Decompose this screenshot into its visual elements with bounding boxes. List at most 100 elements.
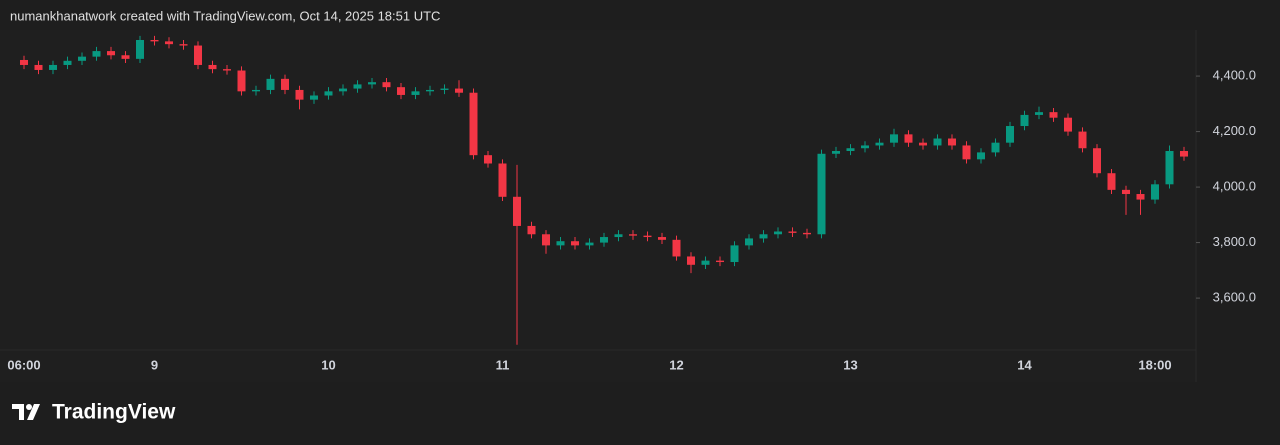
candle-body — [34, 64, 43, 70]
x-tick-label: 18:00 — [1138, 357, 1171, 372]
candle-body — [63, 60, 72, 65]
candle-body — [382, 82, 391, 88]
candle-body — [266, 78, 275, 90]
candle-body — [614, 234, 623, 238]
y-tick-label: 4,200.0 — [1213, 123, 1256, 138]
candle-body — [426, 89, 434, 92]
candle-body — [179, 44, 188, 46]
x-tick-label: 9 — [151, 357, 158, 372]
candle-body — [165, 41, 173, 45]
candle-body — [49, 64, 57, 70]
x-tick-label: 10 — [321, 357, 335, 372]
candle-body — [237, 70, 246, 92]
candle-body — [1151, 184, 1159, 200]
candle-body — [498, 163, 507, 197]
candle-body — [571, 241, 579, 246]
candle-body — [440, 88, 449, 90]
candle-body — [1064, 117, 1072, 132]
candle-body — [962, 145, 971, 160]
candle-body — [527, 225, 536, 235]
candle-body — [629, 234, 637, 236]
candle-body — [1180, 151, 1188, 157]
candle-body — [469, 92, 478, 156]
candle-body — [600, 237, 608, 243]
candle-body — [774, 231, 782, 235]
x-tick-label: 11 — [496, 357, 510, 372]
candle-body — [556, 241, 565, 246]
candles — [20, 35, 1188, 345]
candle-body — [339, 88, 347, 92]
candle-body — [803, 232, 811, 235]
candle-body — [92, 51, 101, 57]
candle-body — [846, 148, 855, 152]
candle-body — [832, 151, 840, 154]
candle-body — [121, 55, 130, 59]
brand-logo — [12, 404, 40, 420]
candle-body — [1006, 126, 1014, 143]
candle-body — [252, 89, 260, 92]
candle-body — [701, 260, 710, 265]
candle-body — [324, 91, 333, 96]
candle-body — [817, 153, 826, 235]
candle-body — [1035, 112, 1043, 115]
candle-body — [136, 39, 144, 59]
candle-body — [1093, 148, 1101, 174]
candle-body — [107, 51, 115, 56]
candle-body — [223, 69, 231, 71]
candle-body — [658, 237, 666, 240]
plot-area — [0, 30, 1196, 382]
y-tick-label: 3,600.0 — [1213, 290, 1256, 305]
candle-body — [1020, 114, 1029, 127]
candle-body — [542, 234, 550, 246]
candle-body — [1122, 189, 1130, 195]
candle-body — [991, 142, 1000, 153]
candle-body — [150, 39, 159, 42]
candle-body — [310, 95, 318, 100]
candle-body — [1107, 173, 1116, 190]
candle-body — [455, 88, 463, 93]
candle-body — [687, 256, 695, 265]
x-tick-label: 14 — [1017, 357, 1032, 372]
candle-body — [585, 242, 594, 246]
candle-body — [411, 91, 420, 95]
x-tick-label: 06:00 — [7, 357, 40, 372]
brand: TradingView — [52, 401, 176, 424]
y-tick-label: 3,800.0 — [1213, 234, 1256, 249]
candle-body — [194, 45, 202, 65]
candle-body — [1078, 131, 1087, 149]
x-tick-label: 13 — [843, 357, 857, 372]
candle-body — [788, 231, 797, 233]
candle-body — [484, 155, 492, 164]
candle-body — [759, 234, 768, 239]
candle-body — [513, 196, 521, 226]
candle-body — [397, 87, 405, 95]
candle-body — [353, 84, 362, 89]
y-tick-label: 4,000.0 — [1213, 179, 1256, 194]
candle-body — [948, 138, 956, 146]
candle-body — [208, 64, 217, 70]
x-tick-label: 12 — [669, 357, 683, 372]
candle-body — [933, 138, 942, 146]
candle-body — [875, 142, 884, 146]
candle-body — [745, 238, 753, 246]
candle-body — [730, 245, 739, 263]
candle-body — [295, 89, 304, 100]
candle-body — [890, 134, 898, 143]
candle-body — [368, 82, 376, 85]
candle-body — [904, 134, 913, 143]
candle-body — [643, 235, 652, 238]
candle-body — [1165, 151, 1174, 185]
candle-body — [78, 56, 86, 61]
candle-body — [672, 239, 681, 257]
candle-body — [919, 142, 927, 146]
candle-body — [716, 260, 724, 263]
candle-body — [977, 152, 985, 160]
candle-body — [20, 59, 28, 65]
candle-body — [1049, 112, 1058, 118]
attribution: numankhanatwork created with TradingView… — [10, 8, 440, 23]
candle-body — [861, 145, 869, 149]
y-tick-label: 4,400.0 — [1213, 68, 1256, 83]
candle-body — [281, 78, 289, 90]
candle-body — [1136, 194, 1145, 200]
